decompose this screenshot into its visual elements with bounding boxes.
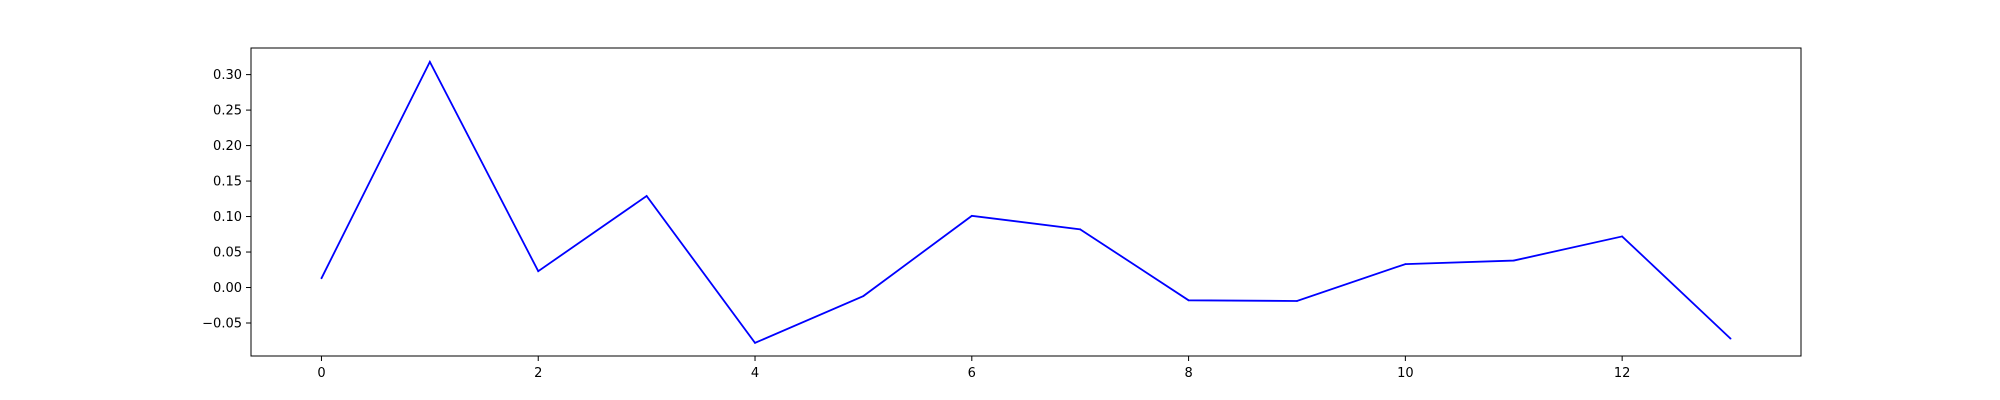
plot-area [251, 48, 1801, 356]
series-line [320, 59, 1732, 344]
x-tick-label: 4 [751, 366, 759, 381]
y-tick-label: 0.20 [213, 139, 242, 154]
data-point [1621, 235, 1624, 238]
data-point [1296, 300, 1298, 302]
data-point [1187, 299, 1190, 302]
data-point [862, 295, 865, 297]
x-tick-label: 10 [1397, 366, 1414, 381]
data-point [1512, 259, 1515, 262]
data-point [428, 60, 431, 63]
y-axis: −0.05 0.00 0.05 0.10 0.15 0.20 0.25 0.30 [202, 68, 251, 332]
data-point [645, 195, 648, 197]
y-tick-label: 0.30 [213, 68, 242, 83]
data-point [320, 277, 323, 280]
y-tick-label: −0.05 [202, 317, 242, 332]
x-tick-label: 2 [534, 366, 542, 381]
data-point [754, 341, 756, 344]
data-point [1079, 228, 1082, 231]
data-point [970, 214, 973, 217]
data-point [1729, 337, 1732, 340]
y-tick-label: 0.10 [213, 210, 242, 225]
y-tick-label: 0.00 [213, 281, 242, 296]
data-point [537, 270, 540, 273]
x-axis: 0 2 4 6 8 10 12 [317, 356, 1630, 381]
axes-frame [250, 47, 1802, 357]
x-tick-label: 12 [1614, 366, 1631, 381]
y-tick-label: 0.15 [213, 175, 242, 190]
y-tick-label: 0.25 [213, 104, 242, 119]
series-lines [320, 59, 1732, 344]
x-tick-label: 8 [1184, 366, 1192, 381]
x-tick-label: 0 [317, 366, 325, 381]
x-tick-label: 6 [968, 366, 976, 381]
y-tick-label: 0.05 [213, 246, 242, 261]
data-point [1404, 263, 1407, 265]
